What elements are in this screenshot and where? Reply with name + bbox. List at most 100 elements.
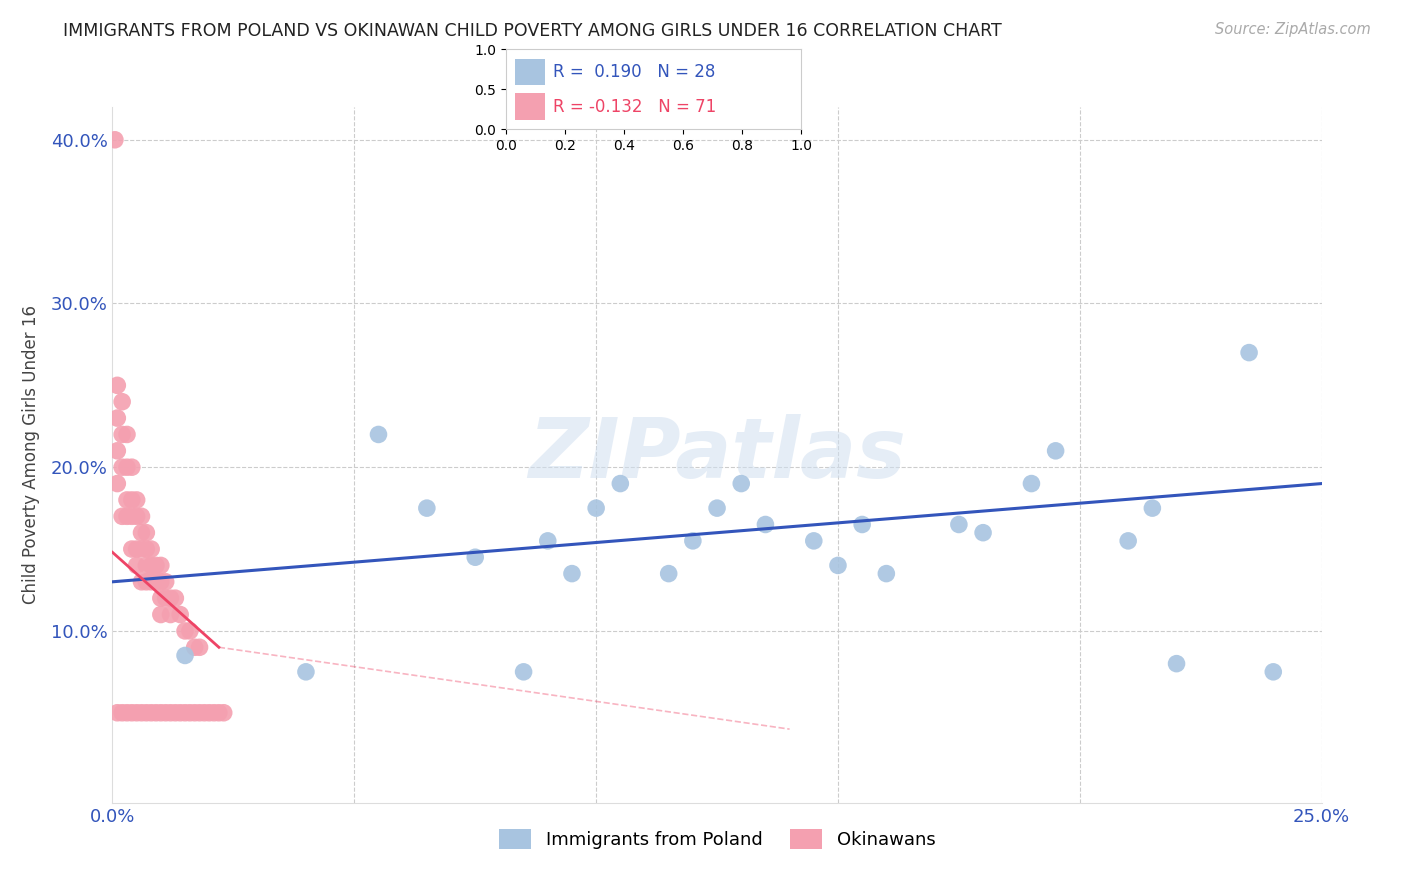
Point bbox=[115, 427, 138, 442]
Point bbox=[1021, 476, 1043, 491]
Point bbox=[131, 509, 153, 524]
Point bbox=[105, 706, 128, 720]
Point bbox=[145, 706, 167, 720]
Point bbox=[464, 550, 486, 565]
Point bbox=[121, 706, 143, 720]
Point bbox=[169, 706, 191, 720]
Bar bbox=[515, 59, 544, 86]
Point bbox=[125, 492, 148, 507]
Point bbox=[131, 542, 153, 557]
Point bbox=[105, 476, 128, 491]
Point bbox=[115, 706, 138, 720]
Point bbox=[141, 542, 163, 557]
Point bbox=[115, 460, 138, 475]
Point bbox=[159, 607, 181, 622]
Point bbox=[174, 706, 197, 720]
Point bbox=[212, 706, 235, 720]
Point bbox=[1237, 345, 1260, 359]
Point bbox=[135, 542, 157, 557]
Point bbox=[948, 517, 970, 532]
Text: R = -0.132   N = 71: R = -0.132 N = 71 bbox=[554, 98, 717, 116]
Point bbox=[111, 460, 134, 475]
Point bbox=[111, 427, 134, 442]
Point bbox=[149, 558, 172, 573]
Point bbox=[609, 476, 631, 491]
Point bbox=[155, 574, 177, 589]
Point bbox=[803, 533, 825, 548]
Point bbox=[198, 706, 221, 720]
Point bbox=[125, 509, 148, 524]
Point bbox=[1116, 533, 1139, 548]
Point bbox=[208, 706, 231, 720]
Point bbox=[149, 574, 172, 589]
Point bbox=[141, 706, 163, 720]
Point bbox=[730, 476, 752, 491]
Point bbox=[135, 558, 157, 573]
Point bbox=[416, 501, 439, 516]
Point bbox=[155, 706, 177, 720]
Point bbox=[537, 533, 560, 548]
Point bbox=[104, 133, 127, 147]
Point bbox=[135, 574, 157, 589]
Point bbox=[851, 517, 873, 532]
Point bbox=[367, 427, 389, 442]
Point bbox=[121, 542, 143, 557]
Point bbox=[105, 378, 128, 392]
Text: ZIPatlas: ZIPatlas bbox=[529, 415, 905, 495]
Point bbox=[115, 492, 138, 507]
Point bbox=[512, 665, 534, 679]
Point bbox=[135, 706, 157, 720]
Point bbox=[1263, 665, 1285, 679]
Point bbox=[125, 706, 148, 720]
Point bbox=[131, 574, 153, 589]
Point bbox=[149, 607, 172, 622]
Bar bbox=[515, 94, 544, 120]
Text: R =  0.190   N = 28: R = 0.190 N = 28 bbox=[554, 63, 716, 81]
Point bbox=[179, 706, 201, 720]
Point bbox=[125, 558, 148, 573]
Point bbox=[141, 558, 163, 573]
Point bbox=[121, 509, 143, 524]
Point bbox=[754, 517, 776, 532]
Point bbox=[131, 525, 153, 540]
Point bbox=[179, 624, 201, 638]
Point bbox=[188, 640, 211, 655]
Text: IMMIGRANTS FROM POLAND VS OKINAWAN CHILD POVERTY AMONG GIRLS UNDER 16 CORRELATIO: IMMIGRANTS FROM POLAND VS OKINAWAN CHILD… bbox=[63, 22, 1002, 40]
Point bbox=[202, 706, 225, 720]
Point bbox=[149, 706, 172, 720]
Point bbox=[1166, 657, 1188, 671]
Point bbox=[174, 648, 197, 663]
Point bbox=[1142, 501, 1164, 516]
Point bbox=[658, 566, 681, 581]
Point bbox=[155, 591, 177, 606]
Point bbox=[165, 591, 187, 606]
Point bbox=[111, 394, 134, 409]
Point bbox=[193, 706, 215, 720]
Point bbox=[972, 525, 994, 540]
Legend: Immigrants from Poland, Okinawans: Immigrants from Poland, Okinawans bbox=[492, 822, 942, 856]
Point bbox=[827, 558, 849, 573]
Point bbox=[561, 566, 583, 581]
Point bbox=[174, 624, 197, 638]
Point bbox=[585, 501, 607, 516]
Point bbox=[183, 706, 205, 720]
Point bbox=[145, 558, 167, 573]
Point bbox=[169, 607, 191, 622]
Point bbox=[131, 706, 153, 720]
Point bbox=[105, 443, 128, 458]
Point bbox=[706, 501, 728, 516]
Point bbox=[105, 411, 128, 425]
Point bbox=[165, 706, 187, 720]
Point bbox=[295, 665, 318, 679]
Point bbox=[1045, 443, 1067, 458]
Point bbox=[111, 706, 134, 720]
Point bbox=[149, 591, 172, 606]
Point bbox=[125, 542, 148, 557]
Text: Source: ZipAtlas.com: Source: ZipAtlas.com bbox=[1215, 22, 1371, 37]
Point bbox=[111, 509, 134, 524]
Point bbox=[115, 509, 138, 524]
Point bbox=[121, 492, 143, 507]
Point bbox=[141, 574, 163, 589]
Point bbox=[159, 706, 181, 720]
Point bbox=[135, 525, 157, 540]
